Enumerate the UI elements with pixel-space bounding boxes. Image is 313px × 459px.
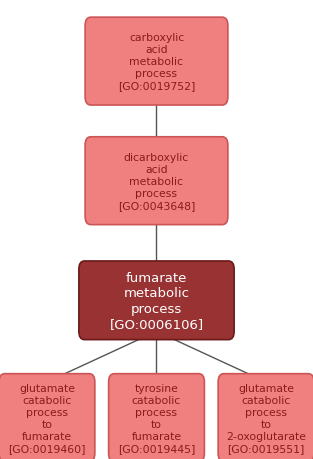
FancyBboxPatch shape [79,261,234,340]
FancyBboxPatch shape [0,374,95,459]
FancyBboxPatch shape [85,138,228,225]
FancyBboxPatch shape [109,374,204,459]
FancyBboxPatch shape [218,374,313,459]
Text: glutamate
catabolic
process
to
2-oxoglutarate
[GO:0019551]: glutamate catabolic process to 2-oxoglut… [226,383,306,453]
Text: dicarboxylic
acid
metabolic
process
[GO:0043648]: dicarboxylic acid metabolic process [GO:… [118,152,195,210]
Text: fumarate
metabolic
process
[GO:0006106]: fumarate metabolic process [GO:0006106] [110,271,203,330]
FancyBboxPatch shape [85,18,228,106]
Text: tyrosine
catabolic
process
to
fumarate
[GO:0019445]: tyrosine catabolic process to fumarate [… [118,383,195,453]
Text: carboxylic
acid
metabolic
process
[GO:0019752]: carboxylic acid metabolic process [GO:00… [118,33,195,91]
Text: glutamate
catabolic
process
to
fumarate
[GO:0019460]: glutamate catabolic process to fumarate … [8,383,86,453]
